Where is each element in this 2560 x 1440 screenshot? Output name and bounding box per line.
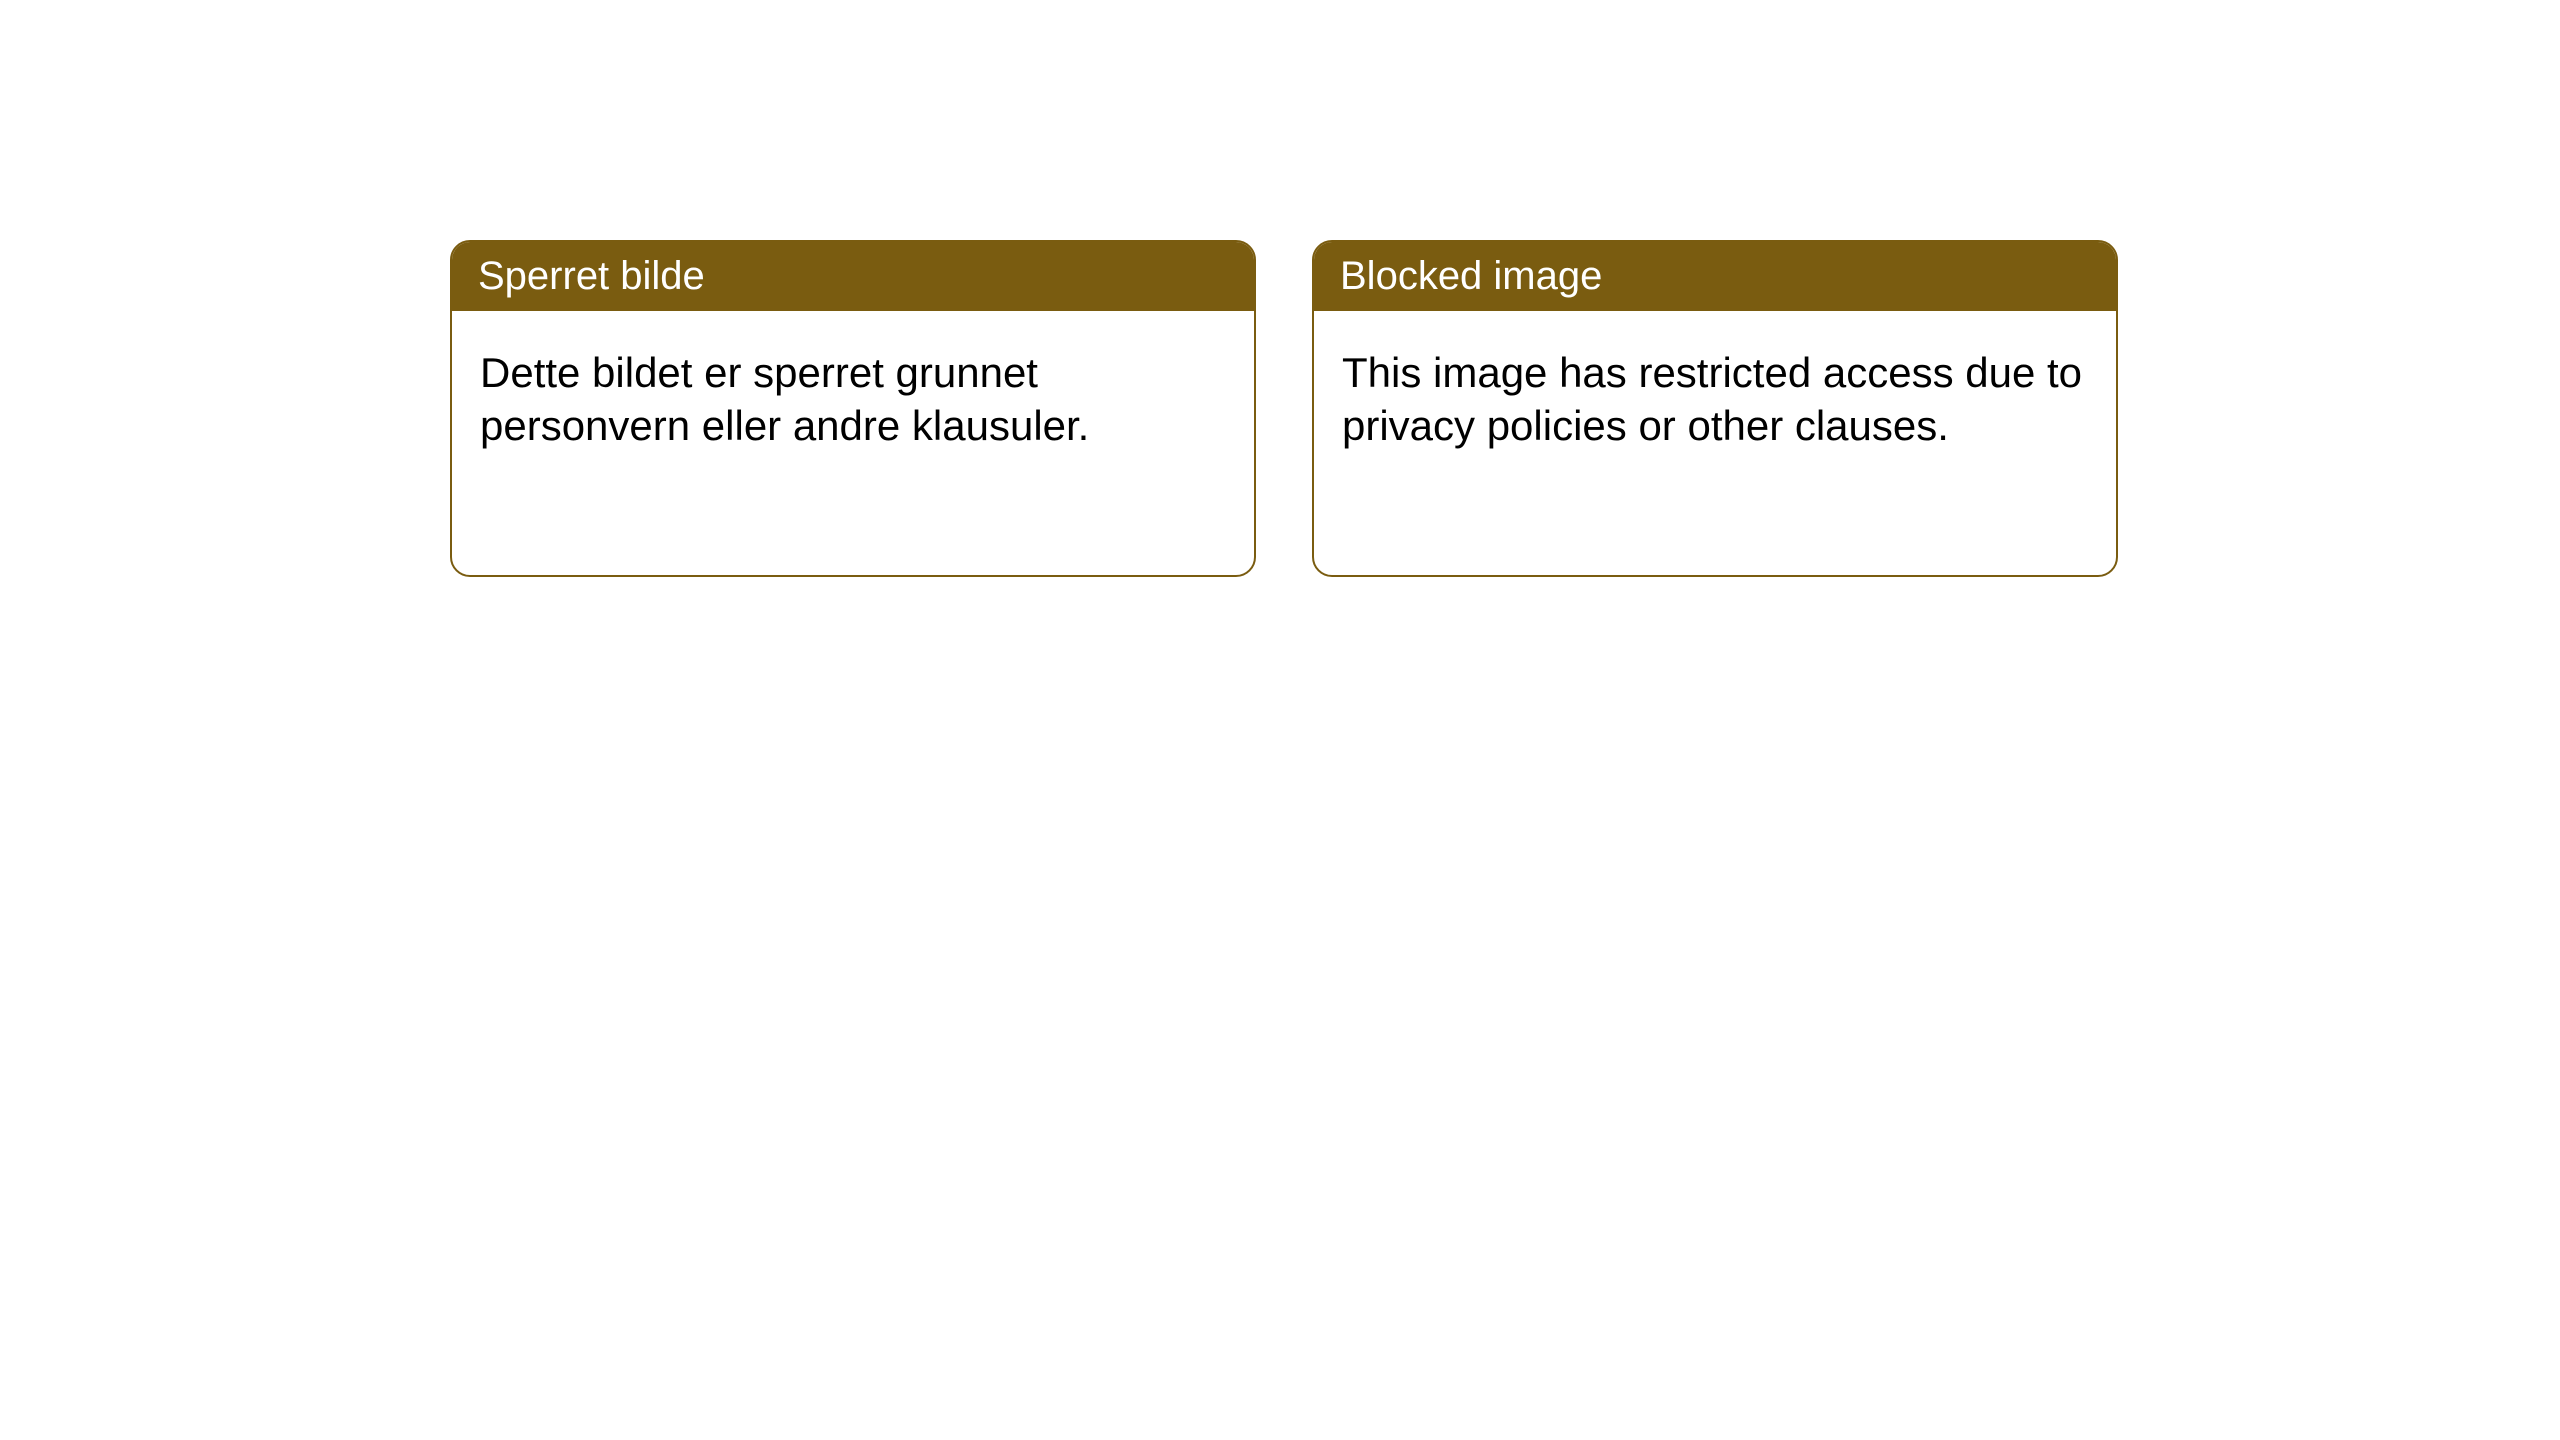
card-title: Sperret bilde [478, 254, 705, 298]
card-title: Blocked image [1340, 254, 1602, 298]
notice-card-norwegian: Sperret bilde Dette bildet er sperret gr… [450, 240, 1256, 577]
card-body: This image has restricted access due to … [1314, 311, 2116, 488]
notice-cards-container: Sperret bilde Dette bildet er sperret gr… [450, 240, 2118, 577]
card-body: Dette bildet er sperret grunnet personve… [452, 311, 1254, 488]
card-header: Blocked image [1314, 242, 2116, 311]
notice-card-english: Blocked image This image has restricted … [1312, 240, 2118, 577]
card-header: Sperret bilde [452, 242, 1254, 311]
card-body-text: Dette bildet er sperret grunnet personve… [480, 349, 1089, 449]
card-body-text: This image has restricted access due to … [1342, 349, 2082, 449]
